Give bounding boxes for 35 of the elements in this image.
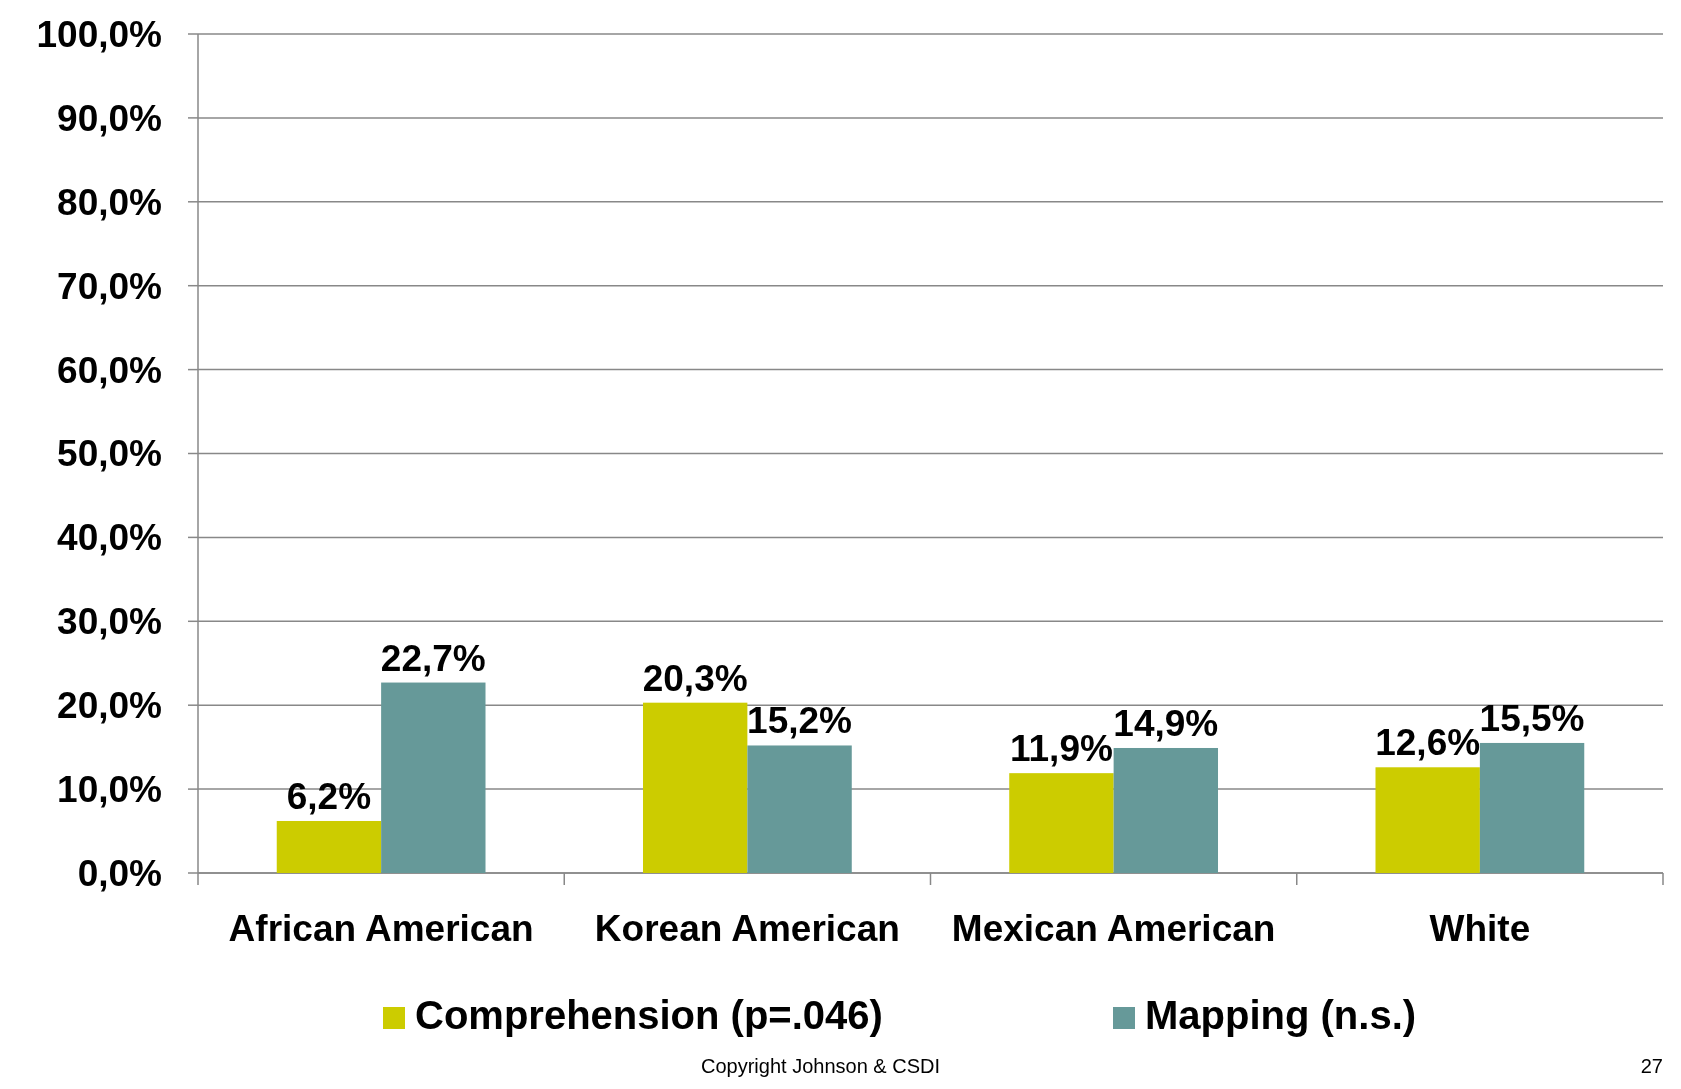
bar xyxy=(1113,747,1218,873)
bar xyxy=(276,820,382,873)
y-tick-label: 90,0% xyxy=(57,97,162,139)
legend-label: Comprehension (p=.046) xyxy=(415,993,883,1037)
data-label: 14,9% xyxy=(1113,702,1219,744)
data-label: 20,3% xyxy=(642,657,748,699)
y-tick-label: 70,0% xyxy=(57,265,162,307)
text: Copyright Johnson & CSDI xyxy=(700,1055,941,1077)
y-tick-label: 60,0% xyxy=(57,349,162,391)
bar xyxy=(747,745,852,873)
text: 27 xyxy=(1640,1055,1663,1077)
y-tick-label: 100,0% xyxy=(36,13,162,55)
x-tick-label: White xyxy=(1429,908,1531,949)
bar xyxy=(1375,767,1480,873)
bar xyxy=(1479,742,1585,873)
x-tick-label: Mexican American xyxy=(951,908,1276,949)
bar xyxy=(642,702,748,873)
y-tick-label: 10,0% xyxy=(57,769,162,811)
y-tick-label: 0,0% xyxy=(77,852,162,894)
y-tick-label: 80,0% xyxy=(57,181,162,223)
bar xyxy=(1009,773,1114,873)
y-tick-label: 50,0% xyxy=(57,433,162,475)
data-label: 6,2% xyxy=(286,775,372,817)
y-tick-label: 20,0% xyxy=(57,685,162,727)
y-tick-label: 30,0% xyxy=(57,601,162,643)
data-label: 22,7% xyxy=(380,637,486,679)
x-tick-label: Korean American xyxy=(594,908,900,949)
y-tick-label: 40,0% xyxy=(57,517,162,559)
data-label: 11,9% xyxy=(1010,728,1113,770)
x-tick-label: African American xyxy=(228,908,534,949)
bar xyxy=(381,682,486,873)
legend-label: Mapping (n.s.) xyxy=(1145,993,1417,1037)
data-label: 15,2% xyxy=(747,700,853,742)
data-label: 15,5% xyxy=(1479,697,1585,739)
data-label: 12,6% xyxy=(1375,722,1481,764)
